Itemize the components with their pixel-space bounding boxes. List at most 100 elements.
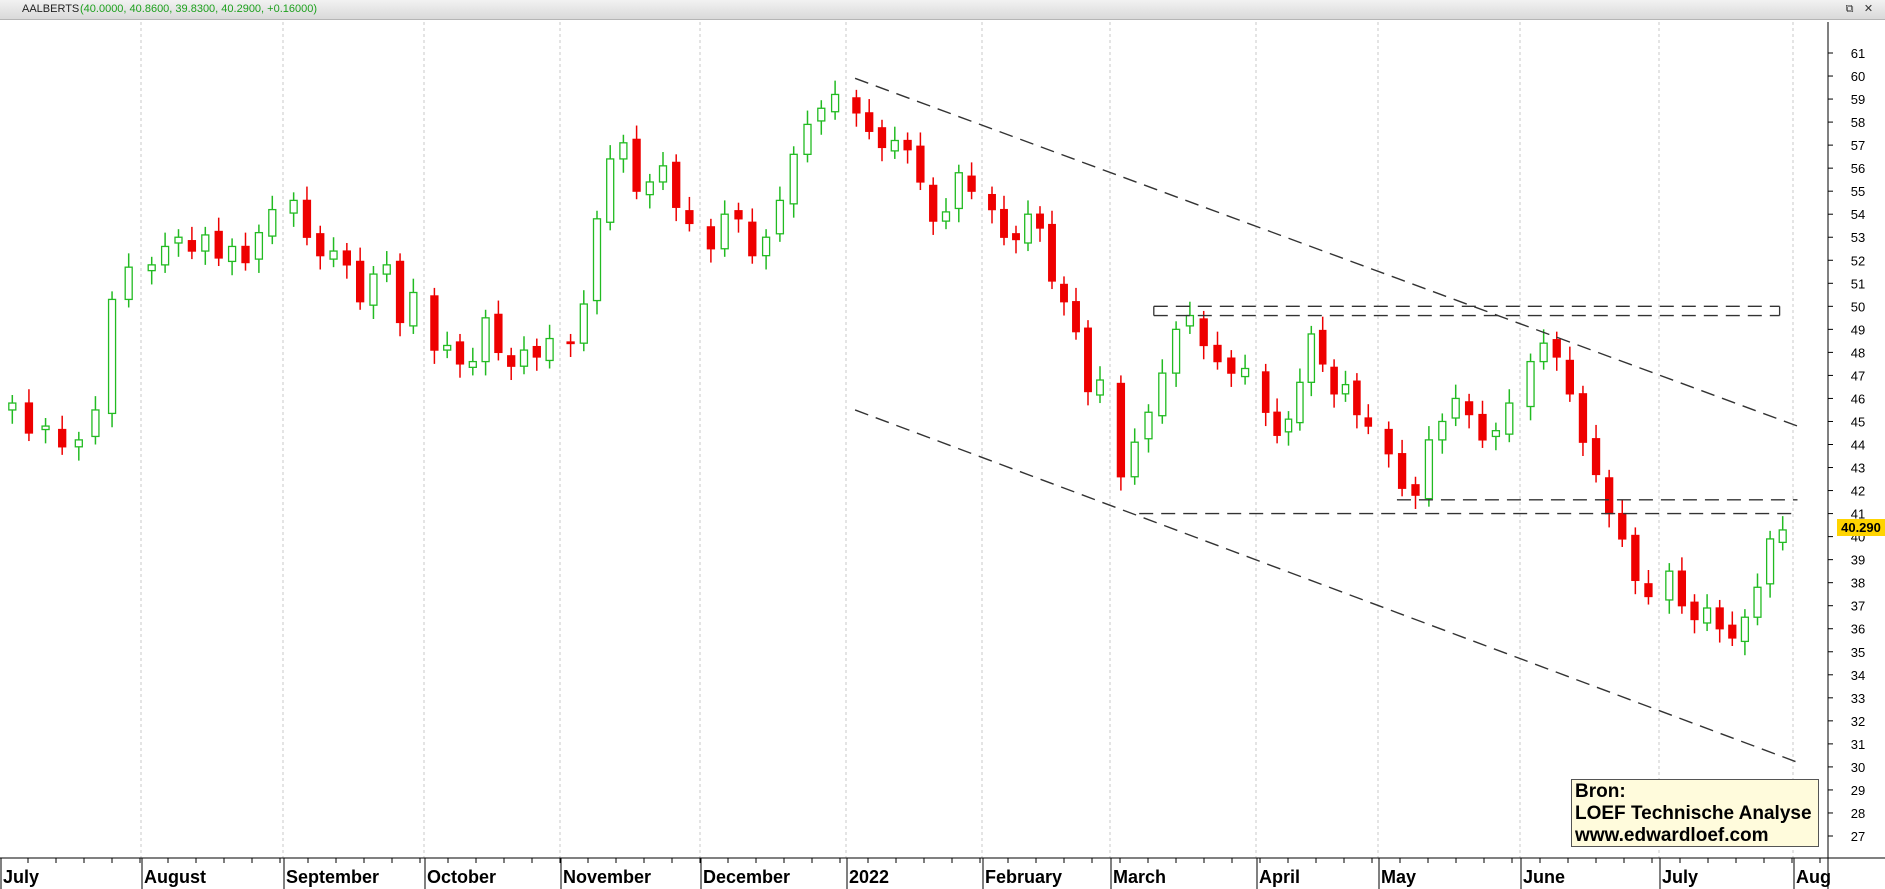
- candle: [545, 324, 554, 369]
- price-tick-label: 58: [1851, 115, 1865, 130]
- price-tick-label: 30: [1851, 760, 1865, 775]
- candle: [775, 186, 785, 242]
- candle: [382, 251, 391, 283]
- lower-trendline[interactable]: [854, 409, 1798, 763]
- symbol-label: AALBERTS: [22, 3, 80, 15]
- candle: [8, 394, 17, 424]
- candle: [214, 217, 223, 267]
- candle: [147, 256, 156, 285]
- candle: [1702, 594, 1712, 632]
- price-tick-label: 41: [1851, 507, 1865, 522]
- candle: [658, 152, 668, 191]
- candle: [494, 300, 503, 361]
- candle: [1438, 413, 1447, 454]
- candle: [1240, 354, 1250, 385]
- price-tick-label: 60: [1851, 69, 1865, 84]
- candlesticks: [8, 80, 1787, 656]
- candle: [1273, 398, 1281, 444]
- candle: [1591, 424, 1601, 483]
- candle: [1048, 210, 1056, 290]
- candle: [519, 336, 529, 375]
- candle: [481, 309, 490, 376]
- candle: [685, 196, 694, 232]
- candle: [1605, 469, 1614, 528]
- candle: [954, 164, 963, 223]
- restore-icon[interactable]: ⧉: [1845, 3, 1854, 15]
- candle: [395, 253, 405, 337]
- candle: [289, 192, 298, 227]
- month-label: April: [1259, 867, 1300, 887]
- candle: [1084, 320, 1092, 406]
- price-tick-label: 46: [1851, 391, 1865, 406]
- month-label: March: [1113, 867, 1166, 887]
- price-tick-label: 52: [1851, 253, 1865, 268]
- price-tick-label: 51: [1851, 276, 1865, 291]
- candle: [187, 226, 197, 260]
- candle: [1213, 331, 1222, 370]
- candle: [1072, 287, 1080, 340]
- price-tick-label: 29: [1851, 783, 1865, 798]
- ohlc-readout: (40.0000, 40.8600, 39.8300, 40.2900, +0.…: [80, 3, 318, 15]
- candle: [160, 232, 170, 273]
- candle: [532, 338, 541, 371]
- candle: [227, 238, 237, 276]
- candle: [41, 418, 50, 444]
- candle: [1384, 421, 1393, 468]
- price-tick-label: 59: [1851, 92, 1865, 107]
- candle: [1012, 225, 1020, 254]
- source-line-1: Bron:: [1575, 781, 1626, 802]
- price-tick-label: 32: [1851, 714, 1865, 729]
- candle: [1330, 359, 1338, 408]
- upper-trendline[interactable]: [854, 77, 1798, 427]
- price-tick-label: 61: [1851, 46, 1865, 61]
- candle: [1364, 404, 1373, 435]
- candle: [302, 186, 312, 246]
- month-label: July: [1662, 867, 1698, 887]
- candle: [1740, 609, 1750, 656]
- candle: [369, 266, 378, 319]
- candle: [1451, 384, 1460, 427]
- candle: [817, 100, 826, 135]
- candle: [941, 198, 951, 230]
- candle: [1552, 331, 1561, 371]
- candle: [1284, 411, 1293, 446]
- candle: [342, 242, 352, 279]
- grid: [140, 22, 1794, 858]
- price-tick-label: 55: [1851, 184, 1865, 199]
- candle: [91, 396, 100, 445]
- candle: [1644, 570, 1653, 605]
- month-label: 2022: [849, 867, 889, 887]
- candle: [1491, 422, 1501, 451]
- candle: [468, 347, 477, 376]
- price-tick-label: 50: [1851, 299, 1865, 314]
- price-tick-label: 47: [1851, 368, 1865, 383]
- close-icon[interactable]: ✕: [1863, 3, 1874, 15]
- candle: [1464, 393, 1474, 429]
- candle: [852, 89, 861, 127]
- candle: [1307, 325, 1316, 397]
- candle: [916, 132, 925, 191]
- candle: [830, 80, 840, 120]
- candle: [1199, 310, 1208, 360]
- month-label: November: [563, 867, 651, 887]
- month-label: June: [1523, 867, 1565, 887]
- candle: [632, 125, 641, 200]
- candle: [124, 253, 133, 308]
- price-tick-label: 56: [1851, 161, 1865, 176]
- time-axis: July August September October November Decemb…: [0, 857, 1885, 889]
- source-line-3: www.edwardloef.com: [1575, 825, 1769, 846]
- month-label: July: [3, 867, 39, 887]
- candle: [1578, 385, 1588, 457]
- candle: [24, 389, 34, 442]
- candle: [748, 208, 757, 264]
- candle: [988, 186, 996, 224]
- candle: [606, 145, 615, 231]
- candle: [1130, 428, 1139, 485]
- month-label: September: [286, 867, 379, 887]
- candle: [1526, 353, 1535, 421]
- candle: [107, 291, 117, 428]
- candle: [1024, 200, 1032, 252]
- price-axis: 2728293031323334353637383940414243444546…: [1827, 22, 1865, 889]
- chart-title-bar: AALBERTS (40.0000, 40.8600, 39.8300, 40.…: [0, 0, 1885, 20]
